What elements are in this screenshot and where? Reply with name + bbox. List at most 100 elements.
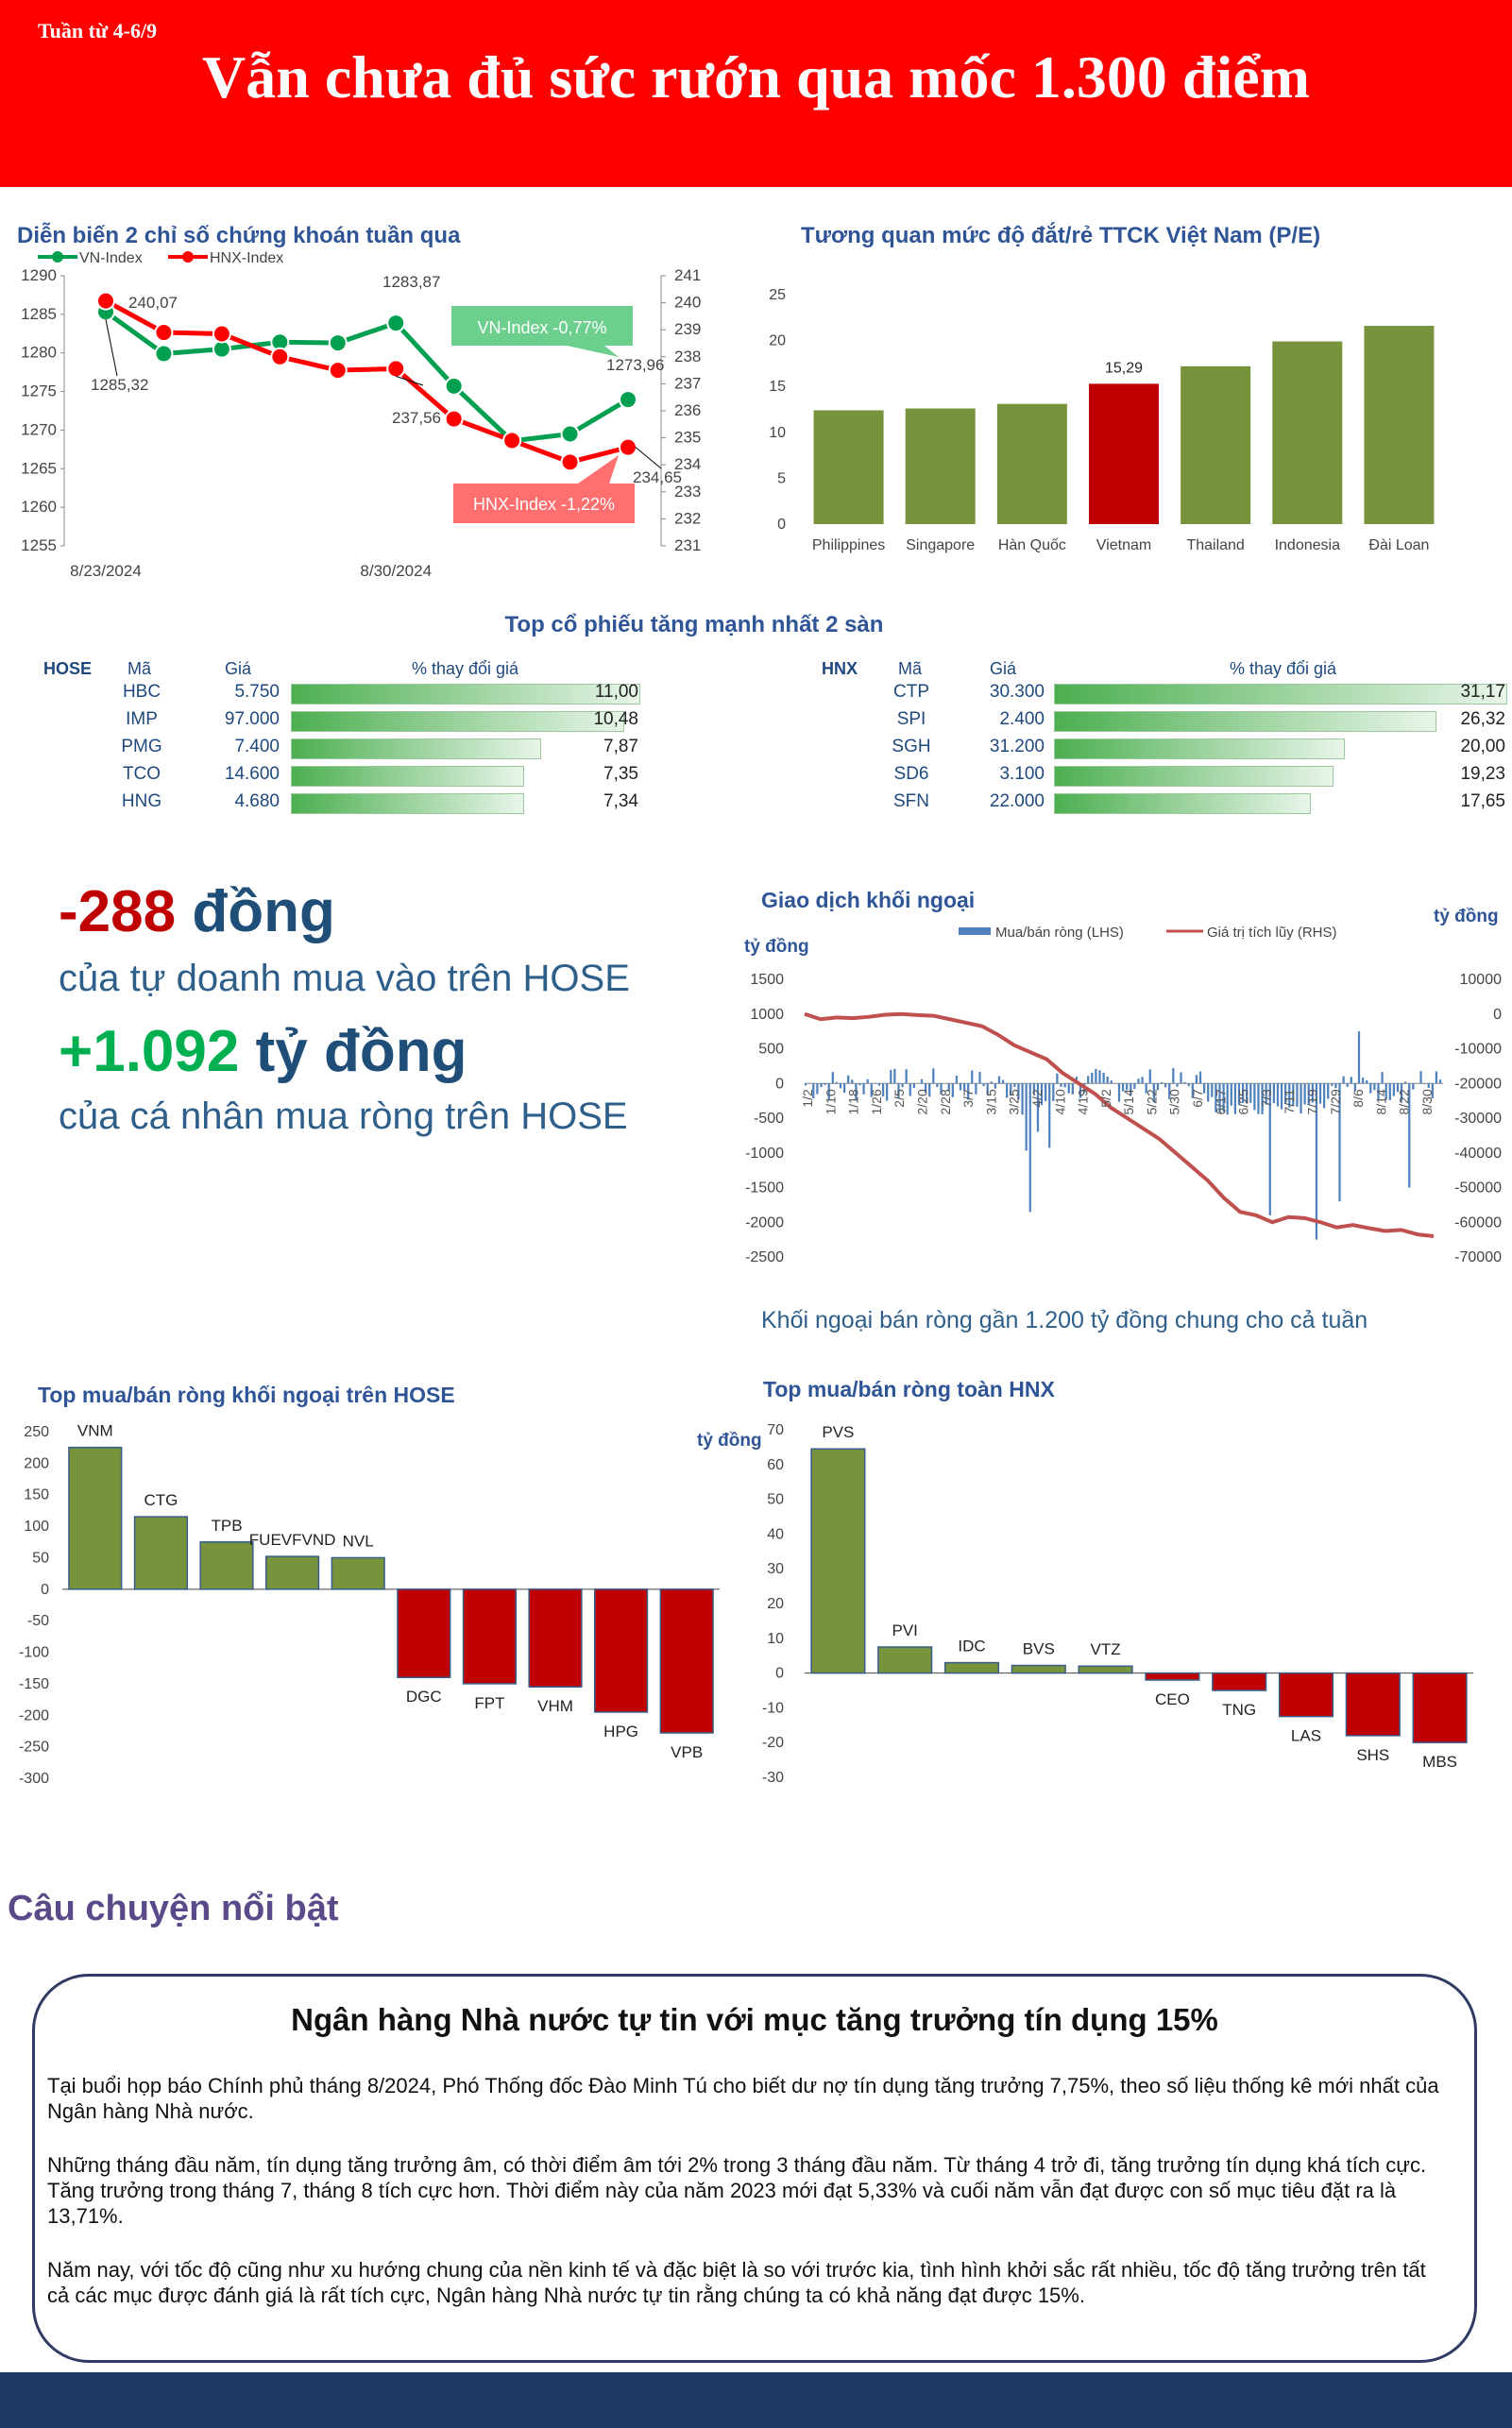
story-title: Ngân hàng Nhà nước tự tin với mục tăng t… [291, 2002, 1218, 2037]
table-row: SD6 3.100 19,23 [820, 764, 1509, 789]
net-flow-bar [1431, 1083, 1434, 1099]
net-flow-bar [1342, 1076, 1345, 1084]
bar-label: LAS [1291, 1727, 1321, 1745]
net-flow-bar [1408, 1083, 1411, 1188]
y-tick-label: -10 [762, 1700, 784, 1716]
change-bar [291, 739, 541, 759]
stock-code: SPI [896, 709, 926, 729]
story-paragraph-3: Năm nay, với tốc độ cũng như xu hướng ch… [47, 2258, 1426, 2307]
net-flow-bar [1257, 1083, 1260, 1114]
y-tick-label: -100 [19, 1645, 49, 1661]
net-flow-bar [1322, 1083, 1326, 1109]
net-flow-bar [1400, 1083, 1403, 1102]
net-flow-bar [1222, 1083, 1225, 1112]
x-tick-label: 2/28 [938, 1089, 953, 1114]
legend-bar-swatch [959, 927, 991, 935]
net-flow-bar [1307, 1083, 1310, 1105]
prop-value: -288 [59, 879, 177, 944]
change-value: 7,35 [603, 764, 638, 784]
net-flow-bar [1137, 1078, 1140, 1084]
legend-vn-marker [52, 251, 63, 263]
x-tick-label: 8/6 [1351, 1089, 1366, 1108]
net-flow-bar [1215, 1083, 1217, 1112]
net-flow-bar [1060, 1083, 1062, 1087]
week-label: Tuần từ 4-6/9 [38, 19, 158, 42]
hnx-index-point [212, 324, 231, 344]
hnx-callout-box [453, 484, 635, 523]
x-tick-label: Philippines [812, 537, 885, 553]
bar-label: TPB [211, 1517, 242, 1535]
net-flow-bar [1373, 1083, 1376, 1091]
net-flow-bar [839, 1083, 842, 1089]
net-flow-bar [990, 1081, 993, 1084]
net-flow-bar [1284, 1083, 1287, 1104]
net-flow-bar [1435, 1071, 1438, 1084]
cumulative-line [804, 1011, 1435, 1238]
bar-label: FUEVFVND [249, 1531, 336, 1549]
net-flow-bar [1095, 1068, 1097, 1084]
net-flow-bar [912, 1083, 915, 1089]
x-tick-label: 1/2 [800, 1089, 815, 1108]
net-flow-bar [1117, 1083, 1121, 1102]
foreign-bar [462, 1588, 517, 1685]
foreign-bar [1078, 1665, 1133, 1674]
x-tick-label: 3/15 [983, 1089, 998, 1114]
left-tick-label: 1265 [21, 459, 57, 477]
left-tick-label: -2000 [746, 1214, 784, 1231]
net-flow-bar [1191, 1083, 1194, 1098]
net-flow-bar [959, 1083, 962, 1091]
pe-bar [1272, 341, 1343, 524]
left-tick-label: 1285 [21, 305, 57, 323]
right-tick-label: 238 [674, 348, 701, 365]
x-tick-label: 7/3 [1259, 1089, 1274, 1108]
left-tick-label: 1280 [21, 344, 57, 362]
net-flow-bar [1296, 1083, 1299, 1107]
net-flow-bar [870, 1083, 873, 1097]
net-flow-bar [831, 1072, 834, 1084]
change-bar [1054, 739, 1345, 759]
net-flow-bar [1230, 1083, 1232, 1106]
net-flow-bar [1366, 1079, 1368, 1084]
net-flow-bar [955, 1076, 959, 1084]
right-tick-label: 241 [674, 266, 701, 284]
bar-label: TNG [1222, 1701, 1256, 1719]
net-flow-bar [1160, 1081, 1164, 1084]
net-flow-bar [1280, 1083, 1283, 1110]
x-tick-label: 5/30 [1167, 1089, 1182, 1114]
y-tick-label: 70 [767, 1422, 784, 1438]
annotation-label: 237,56 [392, 409, 441, 427]
net-flow-bar [1392, 1083, 1395, 1096]
y-tick-label: 25 [769, 287, 786, 303]
net-flow-bar [997, 1076, 1001, 1084]
stock-code: CTP [893, 682, 929, 702]
x-tick-label: Hàn Quốc [998, 537, 1066, 553]
hnx-gainers-table: HNX Mã Giá % thay đổi giá CTP 30.300 31,17… [820, 655, 1509, 825]
x-tick-label: 5/22 [1144, 1089, 1159, 1114]
hose-gainers-table: HOSE Mã Giá % thay đổi giá HBC 5.750 11,00… [38, 655, 652, 825]
hnx-foreign-unit: tỷ đồng [697, 1431, 762, 1451]
individual-figure: +1.092 tỷ đồng [59, 1018, 467, 1085]
y-tick-label: 60 [767, 1457, 784, 1473]
gainers-title: Top cổ phiếu tăng mạnh nhất 2 sàn [504, 612, 884, 637]
y-tick-label: -300 [19, 1771, 49, 1787]
net-flow-bar [1168, 1083, 1171, 1100]
exchange-label: HOSE [43, 659, 93, 678]
legend-bar-label: Mua/bán ròng (LHS) [995, 925, 1124, 941]
x-tick-label: Vietnam [1096, 537, 1151, 553]
right-tick-label: 240 [674, 294, 701, 312]
change-bar [1054, 684, 1507, 705]
y-tick-label: 50 [767, 1492, 784, 1508]
table-row: PMG 7.400 7,87 [38, 737, 652, 761]
stock-price: 7.400 [234, 737, 280, 756]
net-flow-bar [816, 1083, 819, 1095]
net-flow-bar [1381, 1072, 1384, 1084]
y-tick-label: 0 [775, 1666, 784, 1682]
net-flow-bar [905, 1069, 908, 1084]
net-flow-bar [978, 1071, 981, 1084]
right-tick-label: -40000 [1454, 1146, 1502, 1162]
net-flow-bar [1353, 1083, 1357, 1092]
net-flow-bar [1237, 1083, 1241, 1105]
net-flow-bar [925, 1083, 927, 1094]
left-tick-label: -1000 [746, 1146, 784, 1162]
net-flow-bar [967, 1083, 970, 1100]
